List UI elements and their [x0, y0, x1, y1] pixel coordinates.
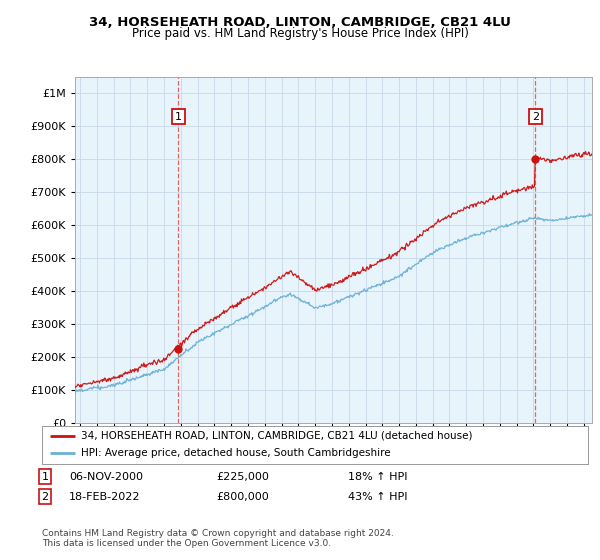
- Text: 2: 2: [532, 111, 539, 122]
- Text: 2: 2: [41, 492, 49, 502]
- Text: HPI: Average price, detached house, South Cambridgeshire: HPI: Average price, detached house, Sout…: [82, 449, 391, 459]
- Text: 34, HORSEHEATH ROAD, LINTON, CAMBRIDGE, CB21 4LU: 34, HORSEHEATH ROAD, LINTON, CAMBRIDGE, …: [89, 16, 511, 29]
- Text: 43% ↑ HPI: 43% ↑ HPI: [348, 492, 407, 502]
- Text: £225,000: £225,000: [216, 472, 269, 482]
- Text: £800,000: £800,000: [216, 492, 269, 502]
- Text: 06-NOV-2000: 06-NOV-2000: [69, 472, 143, 482]
- Text: 18% ↑ HPI: 18% ↑ HPI: [348, 472, 407, 482]
- Text: 1: 1: [41, 472, 49, 482]
- Text: Contains HM Land Registry data © Crown copyright and database right 2024.: Contains HM Land Registry data © Crown c…: [42, 529, 394, 538]
- Text: 1: 1: [175, 111, 182, 122]
- Text: 18-FEB-2022: 18-FEB-2022: [69, 492, 140, 502]
- Text: Price paid vs. HM Land Registry's House Price Index (HPI): Price paid vs. HM Land Registry's House …: [131, 27, 469, 40]
- Text: This data is licensed under the Open Government Licence v3.0.: This data is licensed under the Open Gov…: [42, 539, 331, 548]
- Text: 34, HORSEHEATH ROAD, LINTON, CAMBRIDGE, CB21 4LU (detached house): 34, HORSEHEATH ROAD, LINTON, CAMBRIDGE, …: [82, 431, 473, 441]
